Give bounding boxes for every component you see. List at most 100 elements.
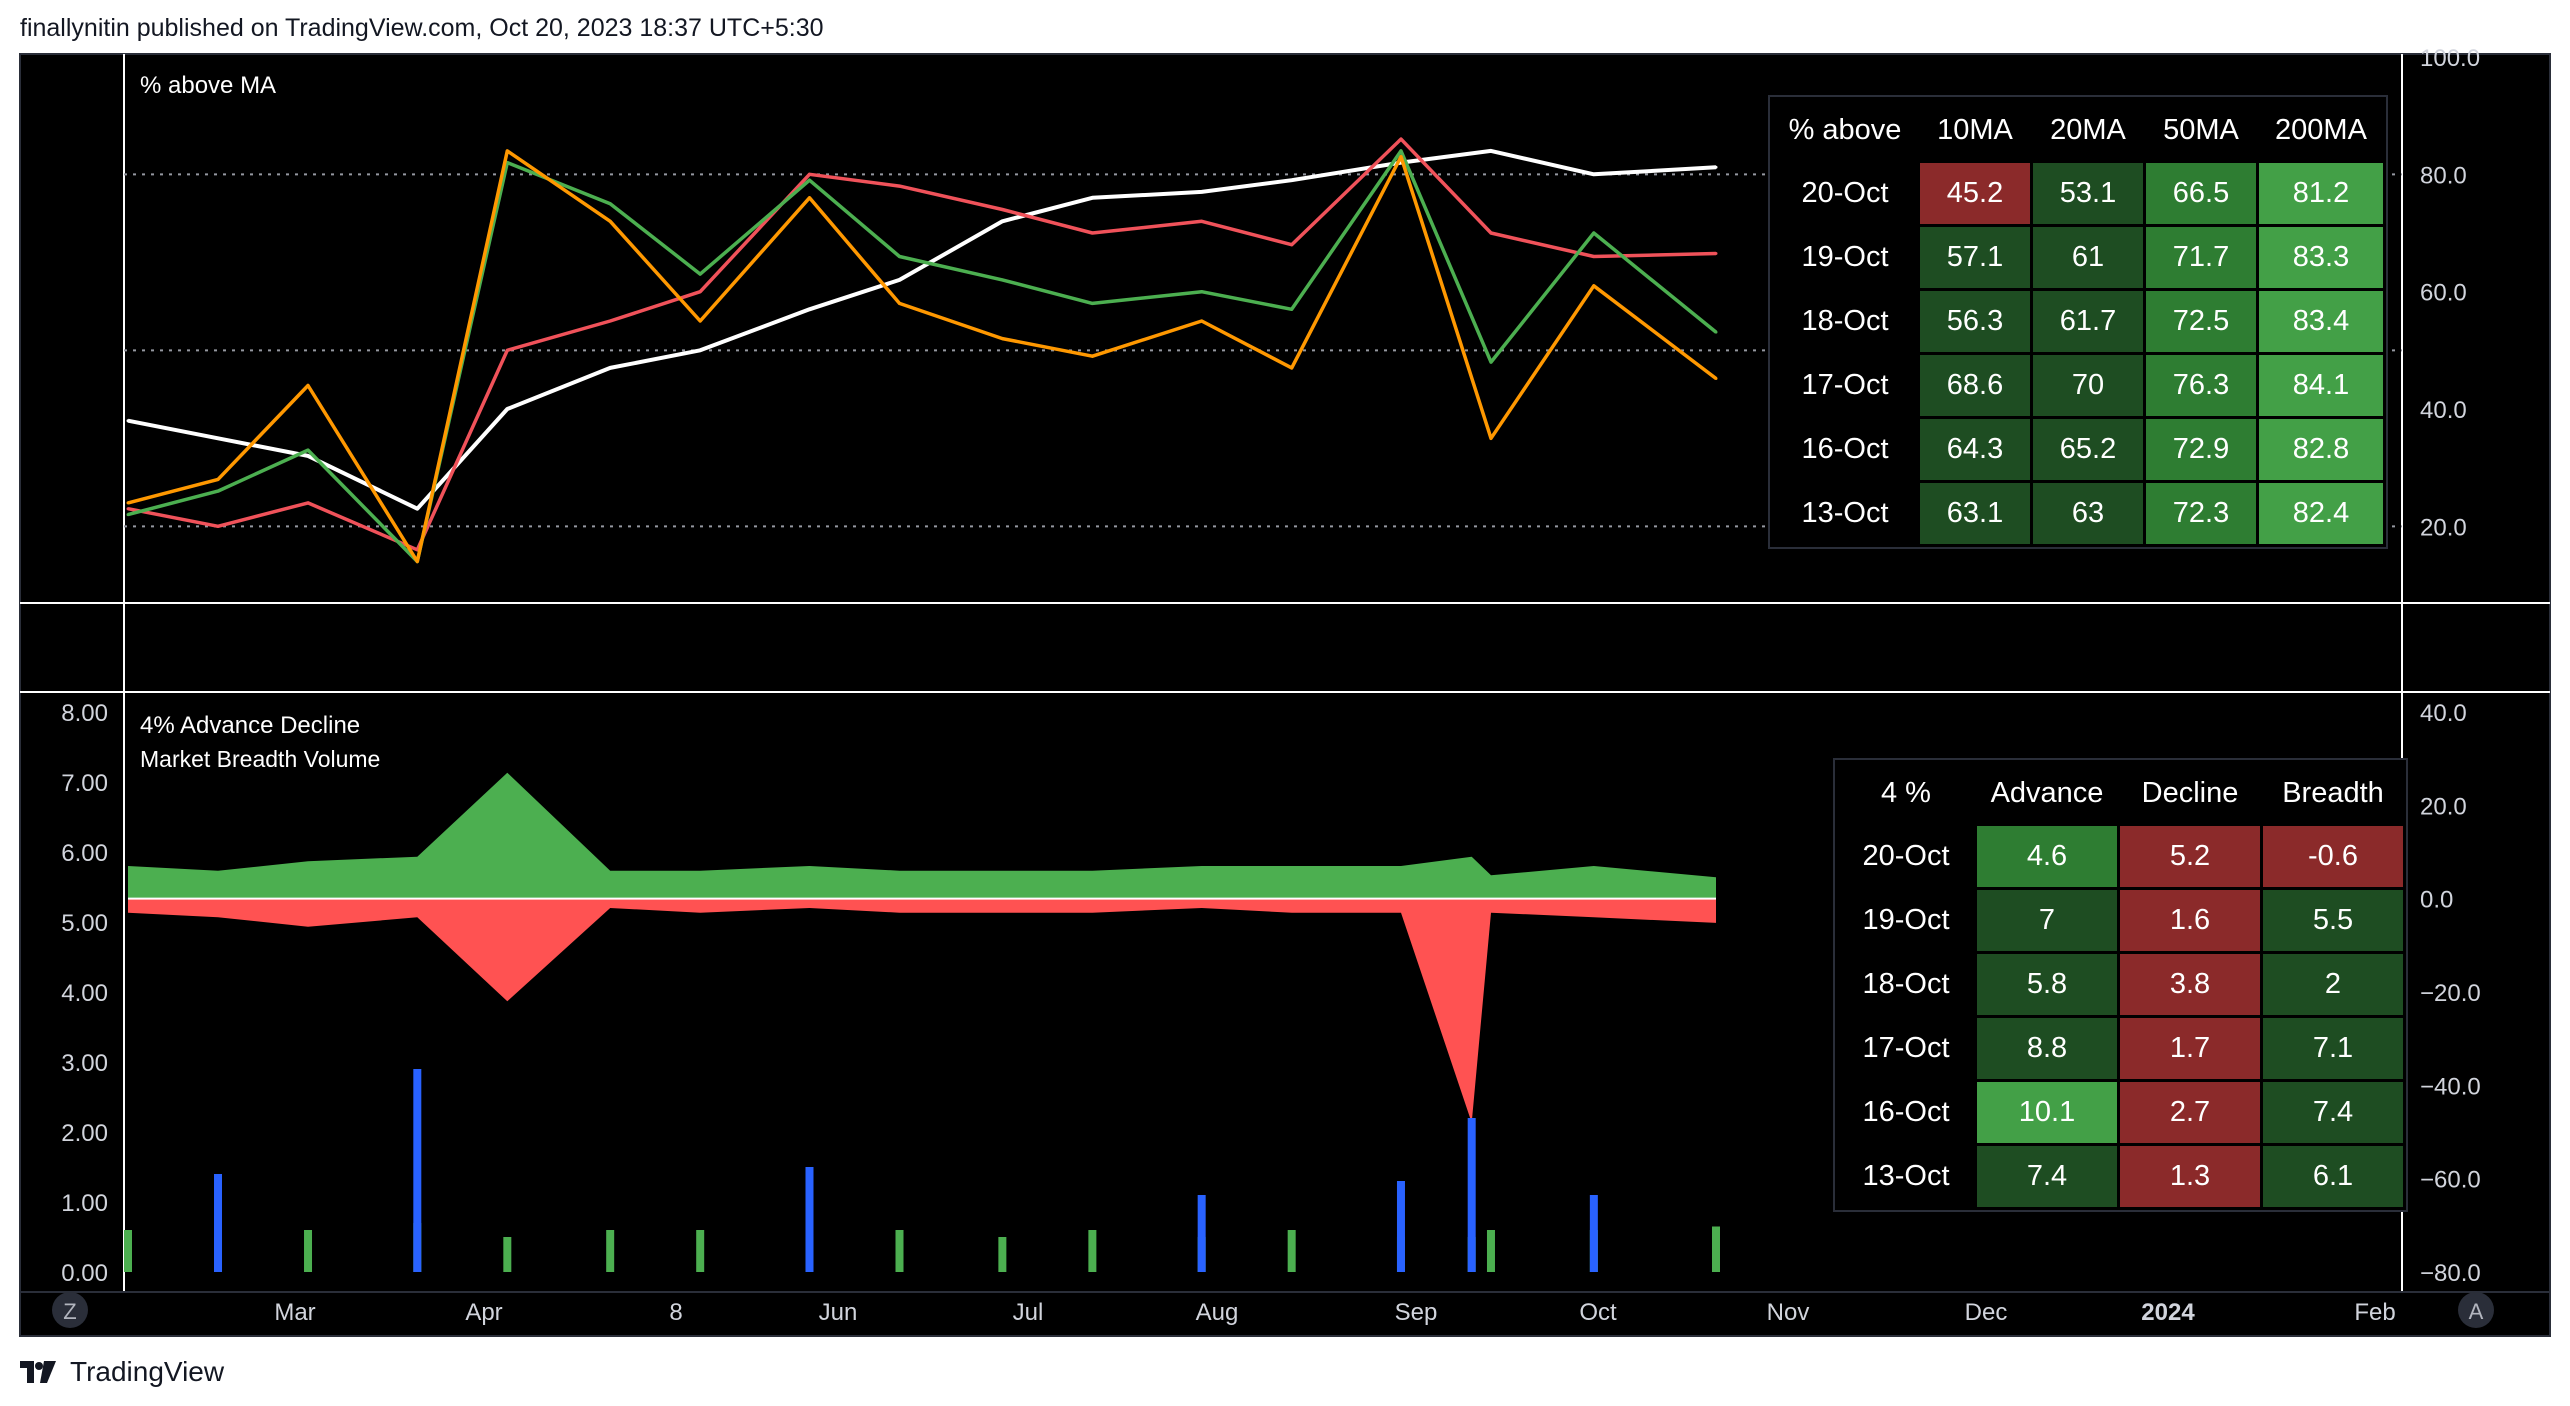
- volume-bar-blue: [214, 1174, 223, 1272]
- volume-bar-green: [124, 1230, 132, 1272]
- ma-axis-tick: 80.0: [2420, 162, 2467, 189]
- ad-chart-subtitle: Market Breadth Volume: [140, 746, 380, 772]
- time-axis-labels: Mar Apr 8 Jun Jul Aug Sep Oct Nov Dec 2024 Feb: [274, 1299, 2395, 1326]
- table-header-cell: Decline: [2141, 776, 2239, 809]
- ma-point-green: [807, 178, 811, 182]
- ma-point-green: [1000, 278, 1004, 282]
- ma-point-orange: [126, 501, 130, 505]
- a-button-circle[interactable]: [2458, 1292, 2494, 1328]
- volume-axis-tick: 6.00: [61, 840, 108, 867]
- table-row-date: 18-Oct: [1862, 968, 1950, 1000]
- ma-point-white: [608, 366, 612, 370]
- ma-point-red: [1290, 243, 1294, 247]
- table-value-cell: 4.6: [1977, 826, 2117, 887]
- time-label: Nov: [1767, 1299, 1810, 1326]
- ma-point-white: [1714, 165, 1718, 169]
- table-value-cell: 8.8: [1977, 1018, 2117, 1079]
- breadth-axis-tick: 40.0: [2420, 700, 2467, 727]
- table-row-date: 19-Oct: [1801, 241, 1889, 273]
- table-row: 20-Oct 4.6 5.2 -0.6: [1838, 826, 2403, 887]
- volume-bar-blue: [1589, 1195, 1598, 1272]
- table-value-cell: 5.2: [2120, 826, 2260, 887]
- z-button-label[interactable]: Z: [63, 1299, 76, 1324]
- ma-point-white: [415, 507, 419, 511]
- table-row: 16-Oct 10.1 2.7 7.4: [1838, 1082, 2403, 1143]
- ma-point-green: [1592, 231, 1596, 235]
- table-value-cell: 72.9: [2146, 419, 2256, 480]
- table-value-cell: 10.1: [1977, 1082, 2117, 1143]
- z-button-circle[interactable]: [52, 1292, 88, 1328]
- table-row: 19-Oct 57.1 61 71.7 83.3: [1773, 227, 2383, 288]
- table-value-cell: 1.6: [2120, 890, 2260, 951]
- table-header-cell: 20MA: [2050, 113, 2126, 146]
- table-value-cell: 70: [2033, 355, 2143, 416]
- volume-bar-green: [1712, 1226, 1720, 1272]
- ma-point-orange: [1592, 284, 1596, 288]
- table-value-cell: 6.1: [2263, 1146, 2403, 1207]
- ma-point-orange: [807, 196, 811, 200]
- ma-point-orange: [698, 319, 702, 323]
- table-row: 17-Oct 68.6 70 76.3 84.1: [1773, 355, 2383, 416]
- chart-frame: [19, 53, 2551, 1337]
- table-value-cell: 83.3: [2259, 227, 2383, 288]
- breadth-axis-ticks: 40.0 20.0 0.0 −20.0 −40.0 −60.0 −80.0: [2420, 700, 2481, 1287]
- ma-point-red: [1489, 231, 1493, 235]
- ma-axis-tick: 40.0: [2420, 397, 2467, 424]
- table-value-cell: 82.8: [2259, 419, 2383, 480]
- ma-axis-tick: 60.0: [2420, 280, 2467, 307]
- a-button-label[interactable]: A: [2469, 1299, 2484, 1324]
- volume-axis-tick: 4.00: [61, 980, 108, 1007]
- time-label: Dec: [1965, 1299, 2008, 1326]
- ma-point-orange: [415, 560, 419, 564]
- ma-point-green: [897, 254, 901, 258]
- ma-point-red: [1592, 254, 1596, 258]
- volume-bar-blue: [805, 1167, 814, 1272]
- table-value-cell: 3.8: [2120, 954, 2260, 1015]
- table-row: 18-Oct 5.8 3.8 2: [1838, 954, 2403, 1015]
- ma-point-green: [1200, 290, 1204, 294]
- auto-scale-left-button[interactable]: Z: [52, 1292, 88, 1328]
- table-row: 17-Oct 8.8 1.7 7.1: [1838, 1018, 2403, 1079]
- time-label: 8: [669, 1299, 682, 1326]
- footer: TradingView: [20, 1352, 224, 1392]
- table-value-cell: 2: [2263, 954, 2403, 1015]
- ma-point-white: [1090, 196, 1094, 200]
- table-value-cell: 1.3: [2120, 1146, 2260, 1207]
- table-row-date: 17-Oct: [1862, 1032, 1950, 1064]
- ma-point-green: [1714, 330, 1718, 334]
- volume-bar-green: [503, 1237, 512, 1272]
- volume-bar-green: [1088, 1230, 1097, 1272]
- table-value-cell: 81.2: [2259, 163, 2383, 224]
- table-header-cell: 10MA: [1937, 113, 2013, 146]
- ad-chart-title: 4% Advance Decline: [140, 712, 360, 739]
- table-value-cell: 2.7: [2120, 1082, 2260, 1143]
- ma-point-orange: [1714, 376, 1718, 380]
- volume-axis-tick: 0.00: [61, 1260, 108, 1287]
- table-row: 13-Oct 7.4 1.3 6.1: [1838, 1146, 2403, 1207]
- table-row-date: 19-Oct: [1862, 904, 1950, 936]
- volume-bar-green: [606, 1230, 615, 1272]
- table-row-date: 18-Oct: [1801, 305, 1889, 337]
- ma-point-red: [126, 507, 130, 511]
- table-value-cell: 63: [2033, 483, 2143, 544]
- ma-point-red: [807, 172, 811, 176]
- table-row: 13-Oct 63.1 63 72.3 82.4: [1773, 483, 2383, 544]
- ma-point-red: [608, 319, 612, 323]
- ma-point-orange: [1000, 337, 1004, 341]
- table-value-cell: 5.5: [2263, 890, 2403, 951]
- volume-bar-green: [696, 1230, 705, 1272]
- time-label: Apr: [465, 1299, 502, 1326]
- ma-point-white: [807, 307, 811, 311]
- time-label: Mar: [274, 1299, 315, 1326]
- auto-scale-right-button[interactable]: A: [2458, 1292, 2494, 1328]
- table-value-cell: 7: [1977, 890, 2117, 951]
- advance-area: [128, 772, 1716, 899]
- breadth-axis-tick: −40.0: [2420, 1073, 2481, 1100]
- ma-point-white: [306, 454, 310, 458]
- volume-bar-green: [998, 1237, 1007, 1272]
- ma-point-white: [126, 419, 130, 423]
- ma-point-white: [698, 348, 702, 352]
- ma-point-red: [1399, 137, 1403, 141]
- ma-point-red: [505, 348, 509, 352]
- table-value-cell: 53.1: [2033, 163, 2143, 224]
